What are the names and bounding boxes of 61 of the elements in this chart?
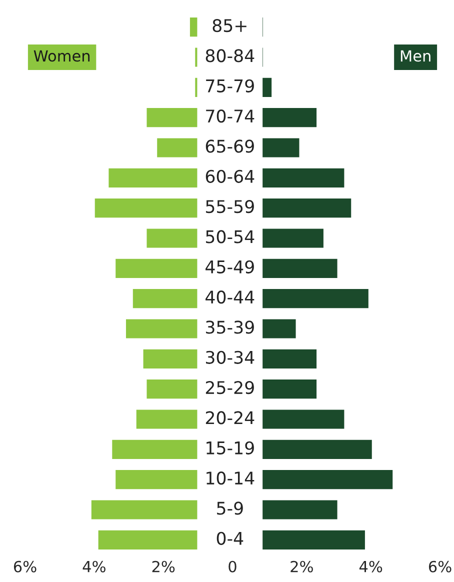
y-tick-label: 60-64 <box>206 170 254 183</box>
bar <box>114 468 199 491</box>
bar <box>261 528 366 551</box>
bar <box>145 106 199 129</box>
text: Women <box>34 50 90 62</box>
y-tick-label: 0-4 <box>216 532 244 545</box>
y-tick-label: 5-9 <box>217 502 243 515</box>
bar <box>261 166 346 189</box>
y-tick-label: 45-49 <box>206 260 254 274</box>
bar <box>142 348 199 370</box>
bar <box>261 197 353 220</box>
bar <box>261 227 325 250</box>
bar <box>261 438 374 460</box>
y-tick-label: 70-74 <box>206 109 254 123</box>
bar <box>261 348 318 370</box>
bar <box>132 288 199 310</box>
bar <box>145 378 199 400</box>
y-tick-label: 65-69 <box>206 140 254 153</box>
y-tick-label: 25-29 <box>206 380 254 394</box>
bar <box>261 257 339 280</box>
x-tick-label: 0 <box>228 560 236 572</box>
bar <box>107 166 199 189</box>
x-tick-label: 2% <box>152 560 175 572</box>
y-tick-label: 40-44 <box>206 290 254 304</box>
bar <box>261 318 298 340</box>
y-tick-label: 75-79 <box>206 79 254 92</box>
bar <box>124 318 199 340</box>
y-tick-label: 80-84 <box>206 49 254 62</box>
y-tick-label: 85+ <box>212 18 246 32</box>
bar <box>261 378 318 400</box>
bar <box>90 498 199 521</box>
x-tick-label: 4% <box>82 560 106 572</box>
bar <box>261 106 318 129</box>
y-tick-label: 20-24 <box>206 411 254 424</box>
bar <box>261 288 370 310</box>
bar <box>261 498 339 521</box>
bar <box>261 136 301 159</box>
bar <box>194 76 199 98</box>
y-tick-label: 35-39 <box>206 320 254 334</box>
x-tick-label: 4% <box>359 560 382 572</box>
bar <box>156 136 199 159</box>
bar <box>145 227 199 250</box>
bar <box>261 76 273 98</box>
y-tick-label: 30-34 <box>206 350 254 364</box>
x-tick-label: 2% <box>290 560 313 572</box>
y-tick-label: 15-19 <box>206 441 254 454</box>
bar <box>194 46 199 68</box>
bar <box>114 257 199 280</box>
bar <box>96 528 199 551</box>
bar <box>134 408 199 430</box>
x-tick-label: 6% <box>428 560 452 572</box>
x-tick-label: 6% <box>14 560 36 572</box>
bar <box>188 16 199 38</box>
y-tick-label: 55-59 <box>206 200 254 214</box>
bar <box>110 438 199 460</box>
text: Men <box>400 50 430 62</box>
bar <box>93 197 199 220</box>
y-tick-label: 50-54 <box>206 230 254 244</box>
bar <box>261 468 394 491</box>
y-tick-label: 10-14 <box>206 471 254 485</box>
bar <box>261 408 346 430</box>
